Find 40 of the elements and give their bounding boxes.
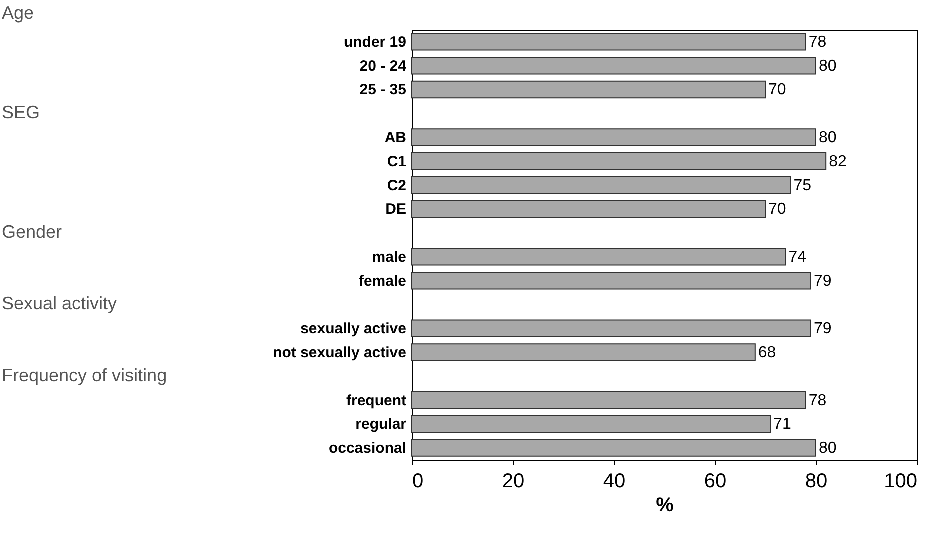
y-tick-label: DE (386, 201, 406, 218)
data-label: 71 (774, 416, 792, 434)
data-label: 80 (819, 130, 837, 146)
y-tick-label: 25 - 35 (360, 82, 406, 99)
data-label: 75 (794, 177, 812, 194)
text: Sexual activity (2, 294, 118, 314)
y-tick-label: regular (356, 416, 407, 434)
x-tick-label: 0 (412, 470, 424, 492)
y-tick-label: under 19 (344, 34, 406, 51)
y-tick-label: C1 (387, 153, 406, 170)
y-tick-label: C2 (387, 177, 406, 194)
y-tick-label: frequent (346, 392, 407, 410)
y-tick-label: sexually active (300, 320, 406, 338)
data-label: 74 (788, 248, 807, 266)
y-tick-label: male (372, 248, 406, 266)
data-label: 70 (768, 82, 786, 99)
y-tick-label: female (358, 272, 406, 290)
text: SEG (2, 102, 40, 123)
data-label: 82 (829, 153, 847, 170)
text: Frequency of visiting (2, 365, 168, 386)
y-tick-label: occasional (328, 440, 406, 458)
y-tick-label: AB (384, 130, 407, 146)
x-tick-label: 60 (704, 470, 727, 492)
x-tick-label: 100 (884, 470, 918, 492)
x-axis-title: % (656, 494, 674, 516)
data-label: 79 (814, 320, 832, 338)
x-tick-label: 40 (603, 470, 626, 492)
text: Gender (2, 222, 62, 242)
x-tick-label: 20 (502, 470, 525, 492)
data-label: 78 (808, 34, 827, 51)
y-tick-label: not sexually active (273, 344, 406, 362)
data-label: 70 (768, 201, 786, 218)
data-label: 68 (758, 344, 776, 362)
data-label: 79 (814, 272, 832, 290)
data-label: 80 (819, 58, 837, 75)
text: Age (2, 3, 34, 24)
y-tick-label: 20 - 24 (360, 58, 408, 75)
data-label: 80 (819, 440, 837, 458)
x-tick-label: 80 (805, 470, 828, 492)
data-label: 78 (808, 392, 827, 410)
